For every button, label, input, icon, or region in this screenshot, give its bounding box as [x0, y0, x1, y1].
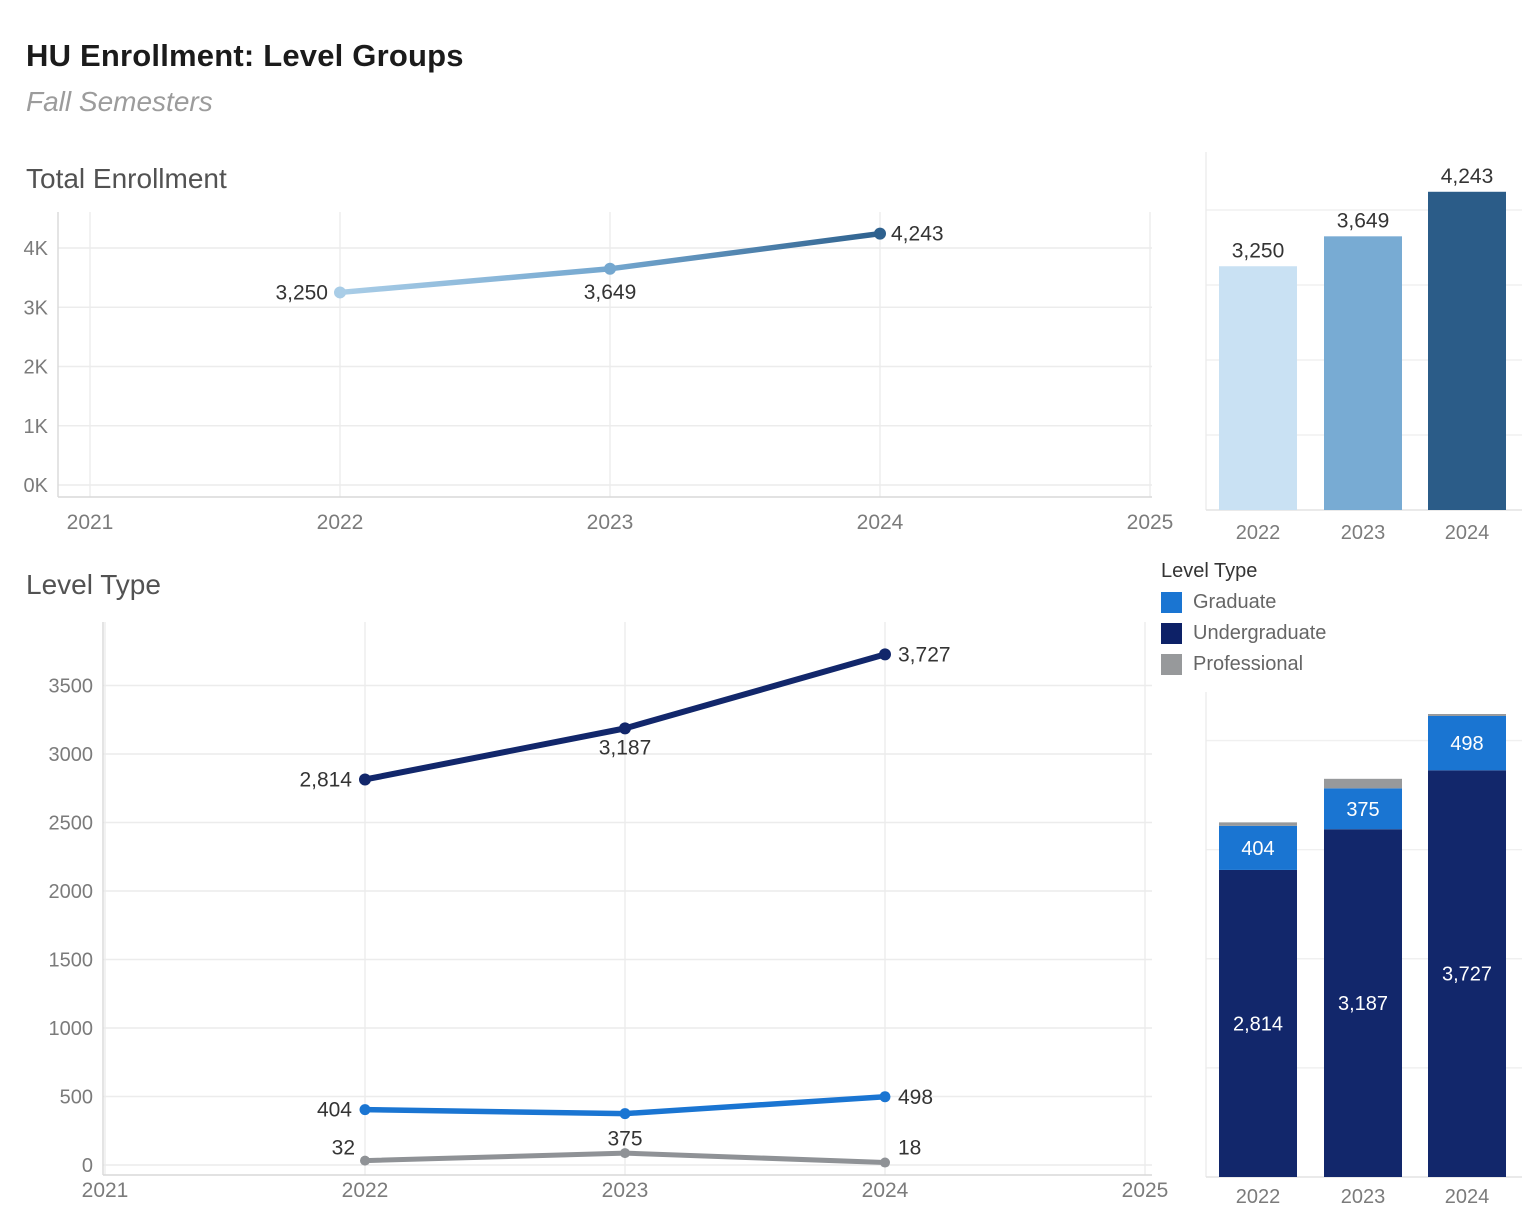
- point-undergraduate[interactable]: [879, 648, 891, 661]
- axis-tick-label: 3500: [49, 676, 94, 698]
- bar-segment-undergraduate[interactable]: [1219, 869, 1297, 1177]
- bar-label: 3,727: [1442, 964, 1492, 986]
- point-total-enrollment[interactable]: [334, 286, 346, 299]
- point-graduate[interactable]: [619, 1108, 631, 1120]
- axis-tick-label: 2025: [1122, 1179, 1169, 1202]
- data-label: 18: [898, 1137, 921, 1160]
- axis-tick-label: 2021: [82, 1179, 129, 1202]
- axis-tick-label: 2000: [49, 881, 94, 903]
- axis-tick-label: 2023: [587, 511, 634, 534]
- point-professional[interactable]: [360, 1155, 370, 1166]
- point-undergraduate[interactable]: [619, 722, 631, 735]
- axis-tick-label: 2K: [24, 357, 49, 379]
- section-heading-total-enrollment: Total Enrollment: [26, 163, 227, 194]
- bar-segment-graduate[interactable]: [1324, 788, 1402, 830]
- bar-segment-graduate[interactable]: [1428, 715, 1506, 771]
- axis-tick-label: 2022: [1236, 1186, 1281, 1208]
- axis-tick-label: 2022: [1236, 522, 1281, 544]
- bar-label: 3,250: [1232, 239, 1285, 262]
- bar-segment-undergraduate[interactable]: [1428, 770, 1506, 1177]
- axis-tick-label: 0K: [24, 475, 49, 497]
- point-undergraduate[interactable]: [359, 773, 371, 786]
- axis-tick-label: 2023: [1341, 1186, 1386, 1208]
- point-graduate[interactable]: [879, 1091, 891, 1103]
- data-label: 3,250: [275, 281, 328, 304]
- bar-label: 404: [1241, 838, 1274, 860]
- data-label: 3,649: [584, 281, 637, 304]
- level-type-legend: Level Type Graduate Undergraduate Profes…: [1161, 560, 1326, 685]
- bar-segment-professional[interactable]: [1324, 778, 1402, 789]
- legend-label: Graduate: [1193, 591, 1277, 613]
- bar[interactable]: [1324, 236, 1402, 510]
- bar-label: 3,187: [1338, 993, 1388, 1015]
- page-title: HU Enrollment: Level Groups: [26, 38, 464, 73]
- bar-segment-undergraduate[interactable]: [1324, 829, 1402, 1177]
- legend-title: Level Type: [1161, 560, 1258, 582]
- page-subtitle: Fall Semesters: [26, 86, 213, 117]
- axis-tick-label: 2023: [1341, 522, 1386, 544]
- bar-label: 2,814: [1233, 1013, 1283, 1035]
- axis-tick-label: 2021: [67, 511, 114, 534]
- data-label: 3,187: [599, 736, 652, 759]
- axis-tick-label: 0: [82, 1155, 93, 1177]
- level-type-stacked-bar-chart: 2,814 404 2022 3,187 375 2023 3,727 498 2024: [1205, 692, 1522, 1208]
- section-heading-level-type: Level Type: [26, 569, 161, 600]
- point-graduate[interactable]: [359, 1104, 371, 1116]
- data-label: 3,727: [898, 643, 951, 666]
- axis-tick-label: 3K: [24, 297, 49, 319]
- legend-item-professional[interactable]: Professional: [1161, 653, 1326, 675]
- bar-label: 4,243: [1441, 165, 1494, 188]
- data-label: 498: [898, 1086, 933, 1109]
- axis-tick-label: 4K: [24, 238, 49, 260]
- legend-item-graduate[interactable]: Graduate: [1161, 591, 1326, 613]
- level-type-line-chart: 0 500 1000 1500 2000 2500 3000 3500 2021 2022 2023…: [49, 622, 1169, 1202]
- bar-segment-professional[interactable]: [1428, 714, 1506, 716]
- bar[interactable]: [1428, 191, 1506, 510]
- data-label: 375: [607, 1128, 642, 1151]
- legend-label: Undergraduate: [1193, 622, 1327, 644]
- data-label: 4,243: [891, 223, 944, 246]
- point-professional[interactable]: [620, 1148, 630, 1159]
- bar-segment-professional[interactable]: [1219, 822, 1297, 826]
- total-enrollment-line-chart: 0K 1K 2K 3K 4K 2021 2022 2023 2024 2025 3,250 3,649…: [24, 212, 1174, 534]
- axis-tick-label: 2025: [1127, 511, 1174, 534]
- axis-tick-label: 1K: [24, 416, 49, 438]
- legend-swatch-professional: [1161, 654, 1182, 675]
- point-professional[interactable]: [880, 1157, 890, 1168]
- axis-tick-label: 2022: [342, 1179, 389, 1202]
- axis-tick-label: 2500: [49, 813, 94, 835]
- axis-tick-label: 2022: [317, 511, 364, 534]
- bar-label: 498: [1450, 733, 1483, 755]
- axis-tick-label: 500: [60, 1087, 93, 1109]
- axis-tick-label: 2024: [1445, 522, 1490, 544]
- legend-label: Professional: [1193, 653, 1304, 675]
- bar-segment-graduate[interactable]: [1219, 825, 1297, 870]
- axis-tick-label: 1500: [49, 950, 94, 972]
- point-total-enrollment[interactable]: [604, 262, 616, 275]
- bar-label: 3,649: [1337, 209, 1390, 232]
- axis-tick-label: 2023: [602, 1179, 649, 1202]
- axis-tick-label: 2024: [1445, 1186, 1490, 1208]
- legend-swatch-undergraduate: [1161, 623, 1182, 644]
- axis-tick-label: 3000: [49, 744, 94, 766]
- data-label: 2,814: [299, 768, 352, 791]
- bar-label: 375: [1346, 799, 1379, 821]
- legend-swatch-graduate: [1161, 592, 1182, 613]
- point-total-enrollment[interactable]: [874, 227, 886, 240]
- total-enrollment-bar-chart: 3,250 2022 3,649 2023 4,243 2024: [1205, 152, 1522, 544]
- legend-item-undergraduate[interactable]: Undergraduate: [1161, 622, 1327, 644]
- axis-tick-label: 1000: [49, 1018, 94, 1040]
- axis-tick-label: 2024: [862, 1179, 909, 1202]
- data-label: 32: [332, 1137, 355, 1160]
- bar[interactable]: [1219, 266, 1297, 510]
- data-label: 404: [317, 1099, 352, 1122]
- axis-tick-label: 2024: [857, 511, 904, 534]
